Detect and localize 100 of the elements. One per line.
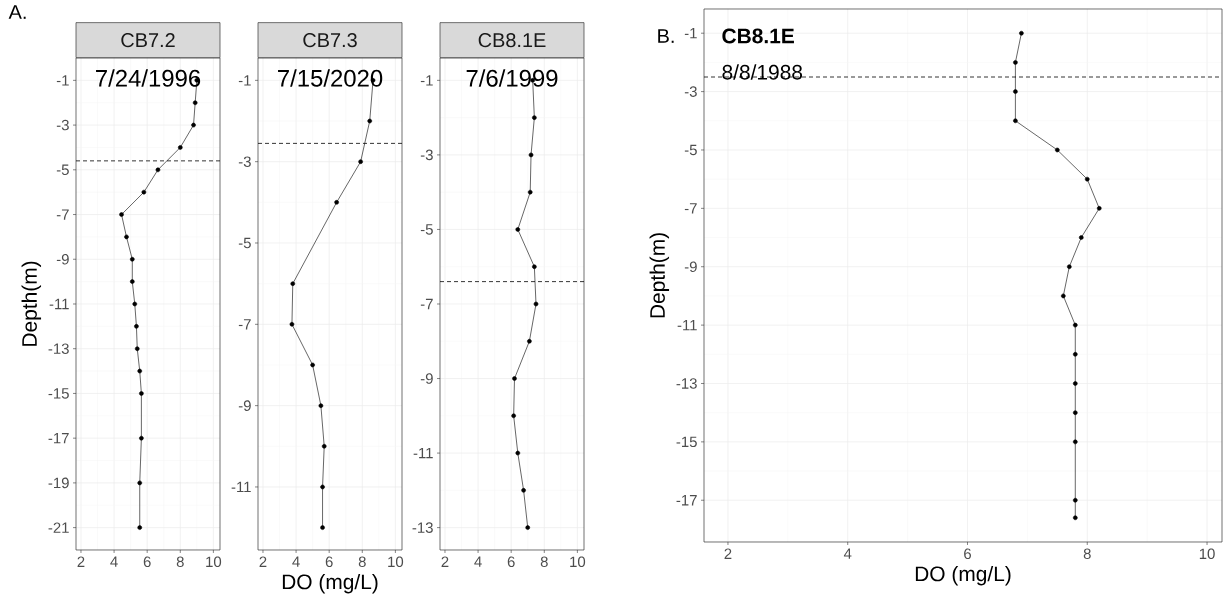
y-tick-label: -17 — [48, 433, 69, 444]
point — [525, 525, 531, 531]
x-tick-label: 2 — [259, 556, 267, 568]
point — [134, 346, 140, 352]
point — [527, 339, 532, 344]
point — [528, 152, 534, 158]
point — [290, 281, 296, 287]
text: CB8.1E — [722, 28, 794, 44]
point — [511, 413, 516, 419]
chart-subtitle: 7/24/1996 — [96, 69, 201, 87]
x-tick-label: 8 — [540, 556, 548, 568]
x-tick-label: 10 — [206, 556, 222, 568]
y-tick-label: -3 — [56, 119, 69, 131]
point — [320, 484, 325, 490]
y-tick-label: -9 — [420, 373, 433, 384]
point — [1055, 147, 1060, 153]
x-axis-title: DO (mg/L) — [915, 566, 1011, 586]
point — [137, 480, 143, 486]
point — [192, 100, 198, 106]
y-tick-label: -7 — [238, 319, 251, 330]
y-tick-label: -1 — [420, 75, 433, 86]
y-tick-label: -15 — [48, 388, 69, 399]
point — [119, 212, 124, 217]
point — [124, 234, 129, 240]
text: B. — [658, 29, 674, 43]
point — [321, 444, 327, 449]
point — [515, 227, 521, 232]
x-tick-label: 6 — [507, 556, 515, 568]
y-tick-label: -9 — [684, 261, 697, 273]
point — [139, 435, 144, 441]
point — [515, 450, 521, 456]
point — [320, 525, 325, 531]
point — [532, 264, 537, 270]
y-tick-label: -11 — [413, 448, 433, 459]
chart-title: CB8.1E — [478, 33, 546, 48]
point — [1072, 410, 1078, 416]
x-tick-label: 6 — [964, 548, 971, 560]
y-tick-label: -17 — [676, 495, 697, 506]
x-tick-label: 4 — [292, 556, 300, 567]
point — [129, 257, 135, 262]
x-tick-label: 4 — [474, 556, 482, 567]
y-tick-label: -7 — [420, 298, 433, 310]
x-tick-label: 10 — [1199, 548, 1215, 560]
point — [1013, 60, 1018, 65]
point — [1096, 206, 1102, 211]
y-tick-label: -9 — [238, 400, 251, 412]
y-tick-label: -3 — [684, 86, 697, 98]
y-tick-label: -5 — [238, 237, 251, 249]
x-tick-label: 6 — [325, 556, 333, 568]
y-tick-label: -1 — [56, 75, 69, 86]
y-tick-label: -7 — [56, 209, 69, 220]
y-tick-label: -15 — [676, 436, 697, 448]
point — [1019, 31, 1024, 36]
x-tick-label: 10 — [388, 556, 404, 568]
y-tick-label: -3 — [238, 156, 251, 168]
x-axis-title: DO (mg/L) — [282, 574, 378, 594]
point — [521, 488, 526, 493]
y-tick-label: -21 — [48, 522, 69, 533]
y-tick-label: -5 — [684, 144, 697, 156]
point — [533, 301, 539, 307]
y-tick-label: -13 — [412, 522, 433, 534]
point — [132, 301, 138, 307]
y-tick-label: -11 — [677, 320, 697, 331]
point — [1067, 264, 1072, 270]
y-tick-label: -19 — [48, 477, 69, 489]
point — [358, 159, 363, 165]
x-tick-label: 10 — [570, 556, 586, 568]
point — [289, 322, 295, 327]
text: 8/8/1988 — [722, 64, 803, 80]
text: A. — [8, 5, 26, 19]
y-tick-label: -11 — [49, 298, 69, 310]
point — [141, 189, 147, 195]
y-tick-label: -5 — [420, 224, 433, 235]
point — [512, 376, 517, 381]
point — [1078, 235, 1084, 240]
point — [334, 200, 339, 205]
point — [527, 190, 533, 195]
point — [310, 362, 315, 368]
point — [1013, 118, 1018, 124]
y-tick-label: -7 — [684, 203, 697, 214]
point — [1084, 176, 1090, 182]
point — [532, 115, 537, 121]
point — [129, 279, 135, 285]
x-tick-label: 8 — [1083, 548, 1091, 560]
chart-subtitle: 7/6/1999 — [466, 69, 558, 87]
point — [134, 324, 139, 329]
chart-title: CB7.3 — [303, 33, 357, 48]
y-tick-label: -1 — [684, 28, 697, 39]
point — [1072, 498, 1078, 503]
point — [1072, 322, 1078, 328]
y-tick-label: -9 — [56, 254, 69, 265]
point — [137, 525, 143, 531]
x-tick-label: 4 — [843, 548, 852, 559]
x-tick-label: 8 — [358, 556, 366, 568]
chart-title: CB7.2 — [121, 33, 175, 48]
y-tick-label: -13 — [676, 378, 697, 389]
x-tick-label: 4 — [110, 556, 118, 567]
y-axis-title: Depth(m) — [649, 233, 670, 318]
point — [139, 391, 144, 396]
point — [1072, 352, 1078, 357]
